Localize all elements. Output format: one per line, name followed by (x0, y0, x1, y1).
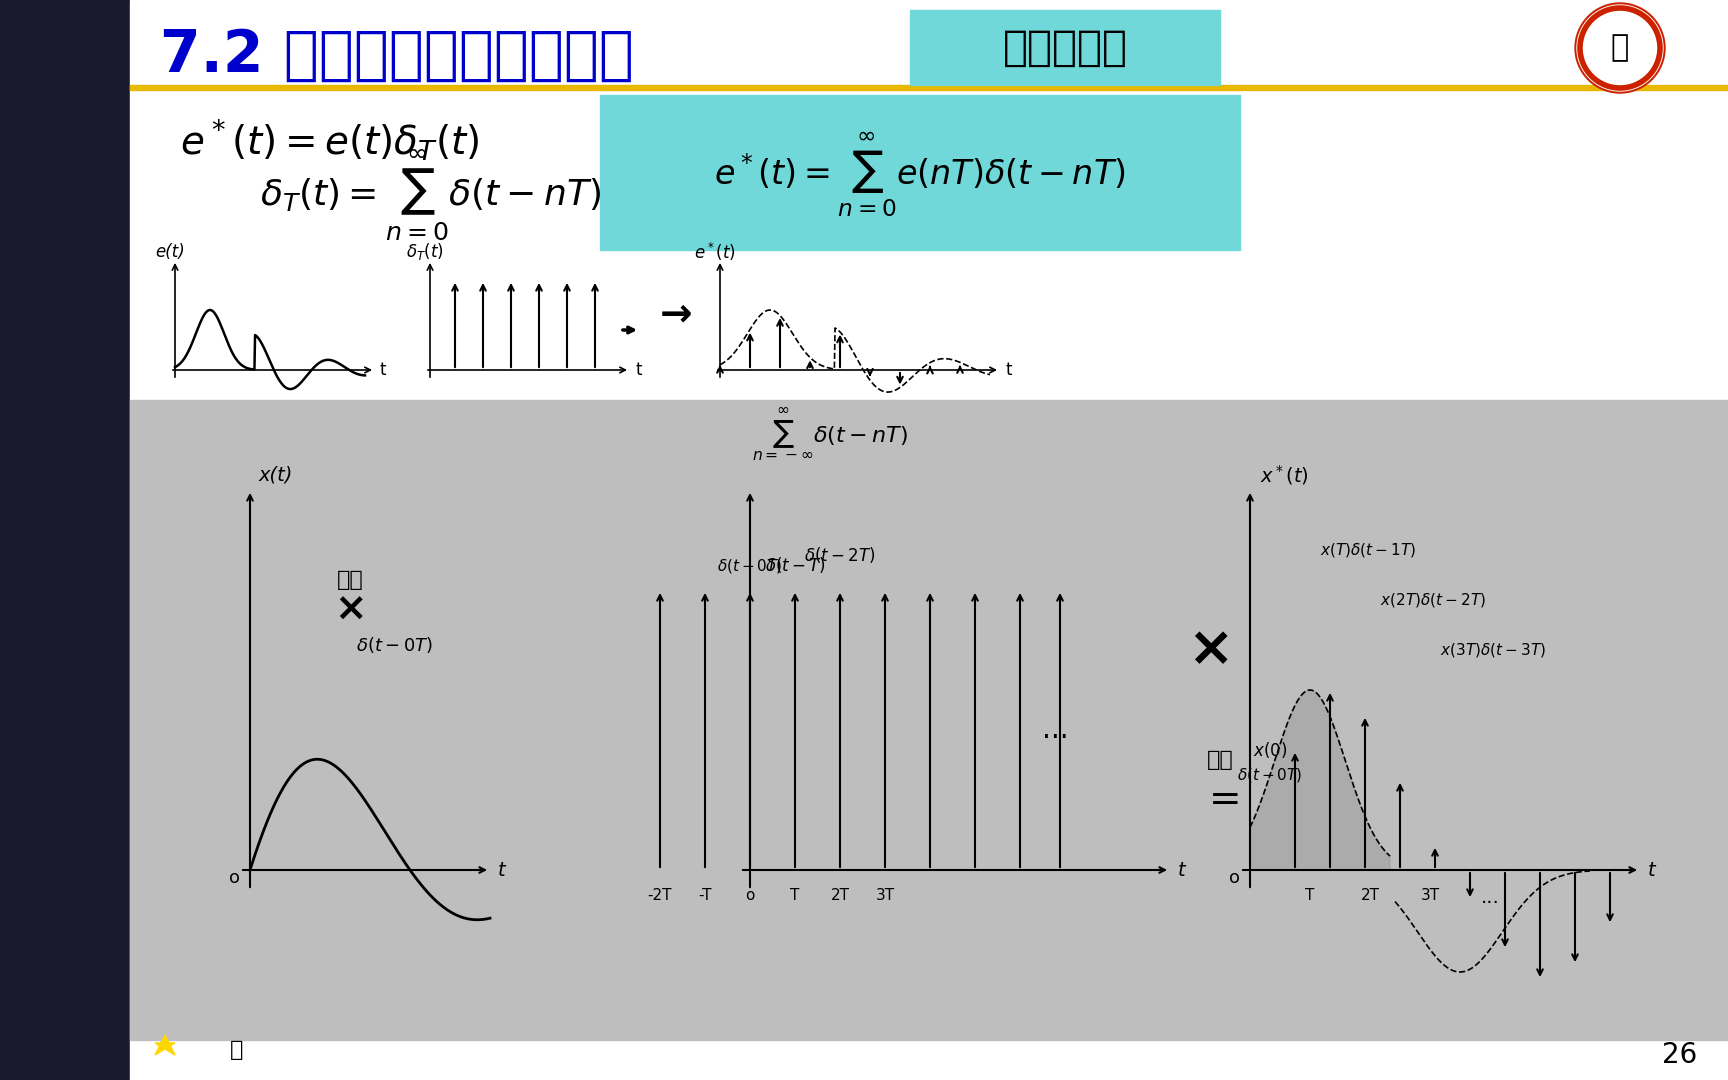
Text: t: t (380, 361, 387, 379)
Bar (130, 85, 1728, 90)
Text: o: o (745, 888, 755, 903)
Text: $x(0)$: $x(0)$ (1253, 740, 1287, 760)
Circle shape (1578, 5, 1662, 91)
Text: t: t (634, 361, 641, 379)
Text: 2T: 2T (1360, 888, 1379, 903)
Text: →: → (660, 295, 693, 333)
Bar (600, 95, 1241, 249)
Text: $\delta(t-0T)$: $\delta(t-0T)$ (356, 635, 434, 654)
Text: T: T (1305, 888, 1315, 903)
Text: 2T: 2T (831, 888, 850, 903)
Text: o: o (1230, 869, 1241, 887)
Text: $x(2T)\delta(t-2T)$: $x(2T)\delta(t-2T)$ (1381, 591, 1486, 609)
Text: 26: 26 (1662, 1041, 1697, 1069)
Text: 7.2 信号的采样与采样定理: 7.2 信号的采样与采样定理 (161, 27, 634, 83)
Text: ×: × (334, 591, 366, 629)
Circle shape (1574, 3, 1666, 93)
Text: 机: 机 (230, 1040, 244, 1059)
Text: $x(T)\delta(t-1T)$: $x(T)\delta(t-1T)$ (1320, 541, 1417, 559)
Polygon shape (156, 1035, 175, 1055)
Text: $\delta(t-0T)$: $\delta(t-0T)$ (717, 557, 783, 575)
Text: 相乘: 相乘 (337, 570, 363, 590)
Text: =: = (1208, 781, 1241, 819)
Text: $\delta(t-T)$: $\delta(t-T)$ (764, 555, 826, 575)
Text: $\delta(t-2T)$: $\delta(t-2T)$ (804, 545, 876, 565)
Text: ...: ... (1481, 888, 1500, 907)
Text: 3T: 3T (1420, 888, 1439, 903)
Text: $e^*(t) = \sum_{n=0}^{\infty} e(nT)\delta(t - nT)$: $e^*(t) = \sum_{n=0}^{\infty} e(nT)\delt… (714, 131, 1125, 219)
Bar (911, 10, 1220, 85)
Text: 🏫: 🏫 (1610, 33, 1630, 63)
Text: $x^*(t)$: $x^*(t)$ (1260, 463, 1308, 487)
Text: $x(3T)\delta(t-3T)$: $x(3T)\delta(t-3T)$ (1439, 642, 1547, 659)
Text: t: t (1178, 861, 1185, 879)
Text: t: t (1649, 861, 1655, 879)
Text: 信号的采样: 信号的采样 (1002, 27, 1127, 69)
Text: $\delta_T(t)$: $\delta_T(t)$ (406, 242, 444, 262)
Text: e(t): e(t) (156, 243, 185, 261)
Text: $\delta_T(t) = \sum_{n=0}^{\infty} \delta(t - nT)$: $\delta_T(t) = \sum_{n=0}^{\infty} \delt… (259, 148, 601, 242)
Text: 等于: 等于 (1206, 750, 1234, 770)
Text: x(t): x(t) (257, 465, 292, 485)
Text: t: t (1006, 361, 1011, 379)
Text: $\delta(t-0T)$: $\delta(t-0T)$ (1237, 766, 1303, 784)
Text: o: o (230, 869, 240, 887)
Text: ×: × (1187, 623, 1234, 677)
Text: ...: ... (1042, 716, 1068, 744)
Text: -T: -T (698, 888, 712, 903)
Polygon shape (1249, 690, 1389, 870)
Text: $e^*(t) = e(t)\delta_T(t)$: $e^*(t) = e(t)\delta_T(t)$ (180, 118, 480, 163)
Text: $\sum_{n=-\infty}^{\infty} \delta(t-nT)$: $\sum_{n=-\infty}^{\infty} \delta(t-nT)$ (752, 406, 907, 463)
Text: -2T: -2T (648, 888, 672, 903)
Text: $e^*(t)$: $e^*(t)$ (695, 241, 736, 264)
Bar (130, 400, 1728, 1040)
Text: T: T (790, 888, 800, 903)
Text: t: t (498, 861, 506, 879)
Text: 3T: 3T (876, 888, 895, 903)
